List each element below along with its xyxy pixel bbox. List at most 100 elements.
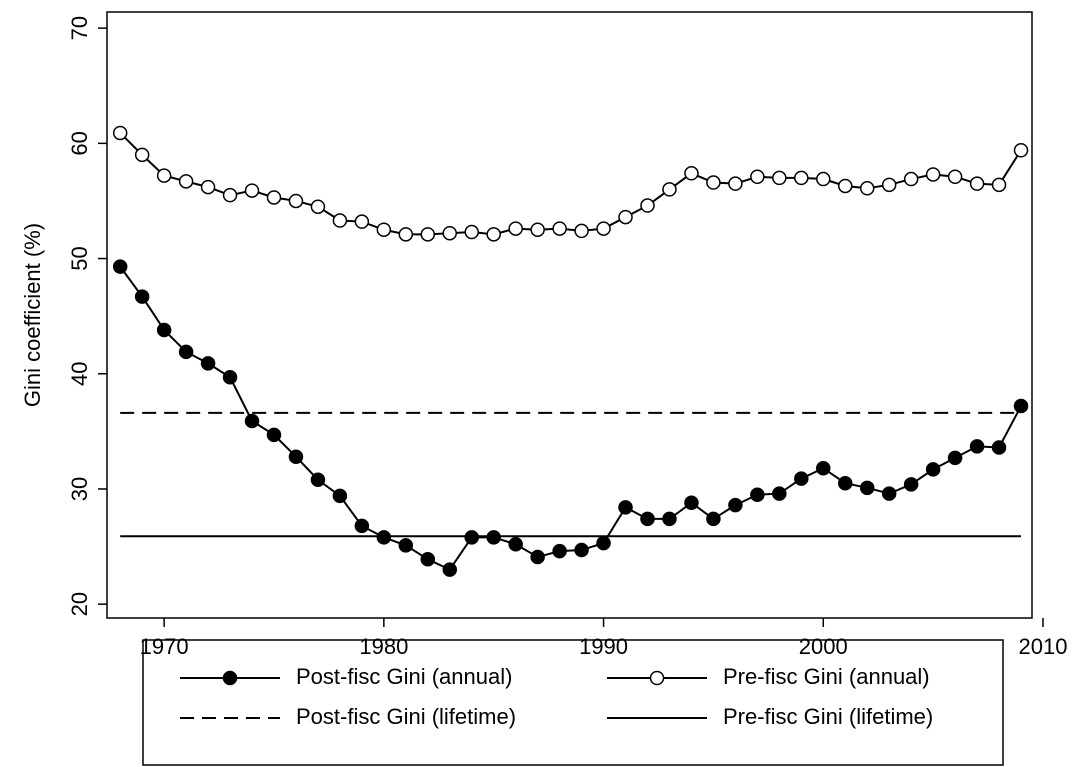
point	[837, 178, 853, 194]
point	[552, 221, 567, 236]
point	[310, 472, 326, 487]
x-tick-label: 1990	[579, 634, 628, 659]
point	[376, 222, 392, 237]
point	[662, 511, 677, 527]
point	[925, 462, 941, 477]
point	[486, 530, 501, 545]
point	[244, 183, 260, 198]
y-tick-label: 70	[67, 16, 92, 40]
point	[859, 480, 875, 496]
point	[310, 199, 326, 214]
point	[552, 543, 567, 559]
y-tick-label: 40	[67, 362, 92, 386]
point	[376, 530, 392, 545]
point	[464, 530, 479, 545]
point	[332, 488, 348, 504]
point	[881, 486, 897, 501]
point	[903, 171, 919, 187]
point	[1013, 143, 1029, 158]
point	[112, 125, 128, 141]
point	[222, 187, 238, 203]
point	[837, 475, 853, 491]
point	[398, 227, 414, 242]
point	[991, 177, 1007, 193]
point	[903, 477, 919, 492]
point	[969, 439, 985, 454]
point	[178, 344, 194, 360]
point	[618, 209, 633, 225]
legend-box	[142, 639, 1004, 766]
point	[332, 213, 348, 228]
point	[134, 289, 150, 304]
x-tick-label: 2000	[799, 634, 848, 659]
legend-label: Post-fisc Gini (lifetime)	[296, 704, 516, 729]
point	[508, 221, 523, 236]
point	[200, 179, 216, 195]
point	[288, 193, 304, 209]
point	[464, 224, 479, 240]
point	[420, 227, 436, 242]
point	[200, 356, 216, 371]
point	[662, 182, 677, 197]
point	[794, 170, 809, 186]
point	[794, 471, 809, 486]
point	[596, 535, 611, 551]
legend-label: Pre-fisc Gini (annual)	[723, 664, 930, 689]
point	[596, 221, 611, 236]
y-tick-label: 20	[67, 592, 92, 616]
point	[728, 176, 743, 191]
point	[969, 176, 985, 191]
point	[574, 542, 589, 558]
point	[925, 167, 941, 182]
point	[508, 537, 523, 552]
point	[354, 214, 370, 229]
point	[859, 181, 875, 196]
legend-marker	[649, 670, 665, 686]
point	[684, 166, 699, 181]
legend-label: Pre-fisc Gini (lifetime)	[723, 704, 933, 729]
point	[772, 486, 787, 501]
point	[706, 175, 721, 190]
point	[1013, 398, 1029, 414]
point	[266, 427, 282, 443]
y-axis-title: Gini coefficient (%)	[20, 223, 45, 407]
x-tick-label: 2010	[1019, 634, 1068, 659]
point	[816, 460, 831, 476]
point	[442, 225, 458, 241]
point	[244, 413, 260, 429]
x-tick-label: 1980	[359, 634, 408, 659]
y-tick-label: 30	[67, 477, 92, 501]
point	[947, 169, 963, 184]
point	[134, 147, 150, 163]
point	[947, 450, 963, 466]
point	[640, 511, 655, 527]
point	[816, 171, 831, 187]
point	[772, 170, 787, 186]
point	[178, 174, 194, 189]
point	[750, 487, 765, 502]
point	[684, 495, 699, 511]
point	[750, 169, 765, 184]
point	[640, 198, 655, 213]
x-tick-label: 1970	[140, 634, 189, 659]
point	[420, 551, 436, 567]
y-tick-label: 60	[67, 131, 92, 155]
point	[728, 497, 743, 513]
point	[222, 369, 238, 385]
point	[881, 177, 897, 193]
point	[442, 562, 458, 577]
point	[574, 223, 589, 239]
point	[486, 227, 501, 242]
legend-label: Post-fisc Gini (annual)	[296, 664, 512, 689]
point	[156, 322, 172, 338]
point	[112, 259, 128, 274]
point	[530, 222, 545, 237]
legend-marker	[222, 670, 238, 686]
y-tick-label: 50	[67, 246, 92, 270]
point	[266, 190, 282, 205]
point	[354, 518, 370, 534]
point	[530, 549, 545, 565]
plot-frame	[106, 11, 1033, 619]
point	[288, 449, 304, 464]
